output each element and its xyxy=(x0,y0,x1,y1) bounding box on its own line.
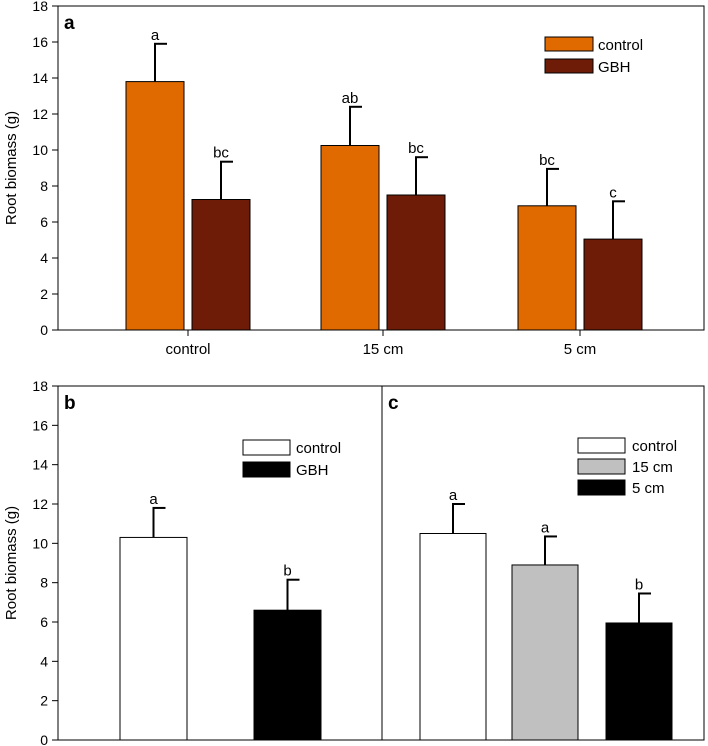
panel-a: a Root biomass (g) 0 2 4 6 8 10 12 14 16 18 a ab bc… xyxy=(3,0,705,358)
panel-b: b Root biomass (g) 0 2 4 6 8 10 12 14 16 18 a b co… xyxy=(3,378,383,746)
y-tick-label: 16 xyxy=(32,34,48,50)
y-tick-label: 4 xyxy=(40,250,48,266)
legend-swatch-control xyxy=(544,36,594,52)
bar-15-cm xyxy=(511,564,579,741)
legend-label-gbh: GBH xyxy=(296,462,329,479)
y-tick-label: 16 xyxy=(32,417,48,433)
significance-letter: bc xyxy=(408,140,424,157)
y-tick-label: 2 xyxy=(40,286,48,302)
bar-gbh xyxy=(386,194,446,331)
legend-label-control: control xyxy=(296,440,341,457)
panel-a-frame xyxy=(57,5,705,331)
bar-control xyxy=(517,205,577,331)
bar-gbh xyxy=(191,199,251,331)
bar-gbh xyxy=(583,238,643,331)
y-tick-label: 14 xyxy=(32,70,48,86)
significance-letter: b xyxy=(283,563,291,580)
significance-letter: b xyxy=(635,576,643,593)
panel-b-ylabel: Root biomass (g) xyxy=(3,506,20,620)
y-tick-label: 10 xyxy=(32,142,48,158)
panel-a-legend: control GBH xyxy=(544,36,643,76)
panel-b-legend: control GBH xyxy=(242,439,341,479)
bar-control xyxy=(119,536,188,741)
y-tick-label: 6 xyxy=(40,614,48,630)
bar-control xyxy=(320,145,380,331)
significance-letter: c xyxy=(609,184,617,201)
legend-swatch-gbh xyxy=(544,58,594,74)
y-tick-label: 2 xyxy=(40,693,48,709)
significance-letter: a xyxy=(149,491,158,508)
significance-letter: bc xyxy=(539,152,555,169)
bar-gbh xyxy=(253,609,322,741)
significance-letter: a xyxy=(449,487,458,504)
y-tick-label: 0 xyxy=(40,732,48,746)
bar-control xyxy=(419,533,487,741)
y-tick-label: 12 xyxy=(32,496,48,512)
legend-swatch-5cm xyxy=(577,479,626,496)
panel-a-ylabel: Root biomass (g) xyxy=(3,111,20,225)
panel-c-label: c xyxy=(388,393,399,414)
significance-letter: bc xyxy=(213,145,229,162)
bar-control xyxy=(125,81,185,331)
legend-swatch-15cm xyxy=(577,458,626,475)
y-tick-label: 18 xyxy=(32,0,48,14)
x-tick-label: 5 cm xyxy=(564,341,597,358)
significance-letter: a xyxy=(151,27,160,44)
panel-b-label: b xyxy=(64,393,76,414)
panel-c-legend: control 15 cm 5 cm xyxy=(577,437,677,497)
y-tick-label: 10 xyxy=(32,535,48,551)
panel-c: c a a b control 15 cm 5 cm xyxy=(381,385,705,741)
legend-label-15cm: 15 cm xyxy=(632,459,673,476)
x-tick-label: control xyxy=(165,341,210,358)
legend-label-control: control xyxy=(632,438,677,455)
panel-a-label: a xyxy=(64,13,75,34)
y-tick-label: 12 xyxy=(32,106,48,122)
bar-5-cm xyxy=(605,622,673,741)
significance-letter: a xyxy=(541,519,550,536)
legend-swatch-control xyxy=(577,437,626,454)
legend-label-5cm: 5 cm xyxy=(632,480,665,497)
y-tick-label: 18 xyxy=(32,378,48,394)
significance-letter: ab xyxy=(342,90,359,107)
y-tick-label: 8 xyxy=(40,178,48,194)
legend-label-gbh: GBH xyxy=(598,59,631,76)
y-tick-label: 6 xyxy=(40,214,48,230)
y-tick-label: 4 xyxy=(40,653,48,669)
legend-swatch-gbh xyxy=(242,461,291,478)
legend-swatch-control xyxy=(242,439,291,456)
y-tick-label: 14 xyxy=(32,457,48,473)
x-tick-label: 15 cm xyxy=(363,341,404,358)
y-tick-label: 0 xyxy=(40,322,48,338)
legend-label-control: control xyxy=(598,37,643,54)
y-tick-label: 8 xyxy=(40,575,48,591)
